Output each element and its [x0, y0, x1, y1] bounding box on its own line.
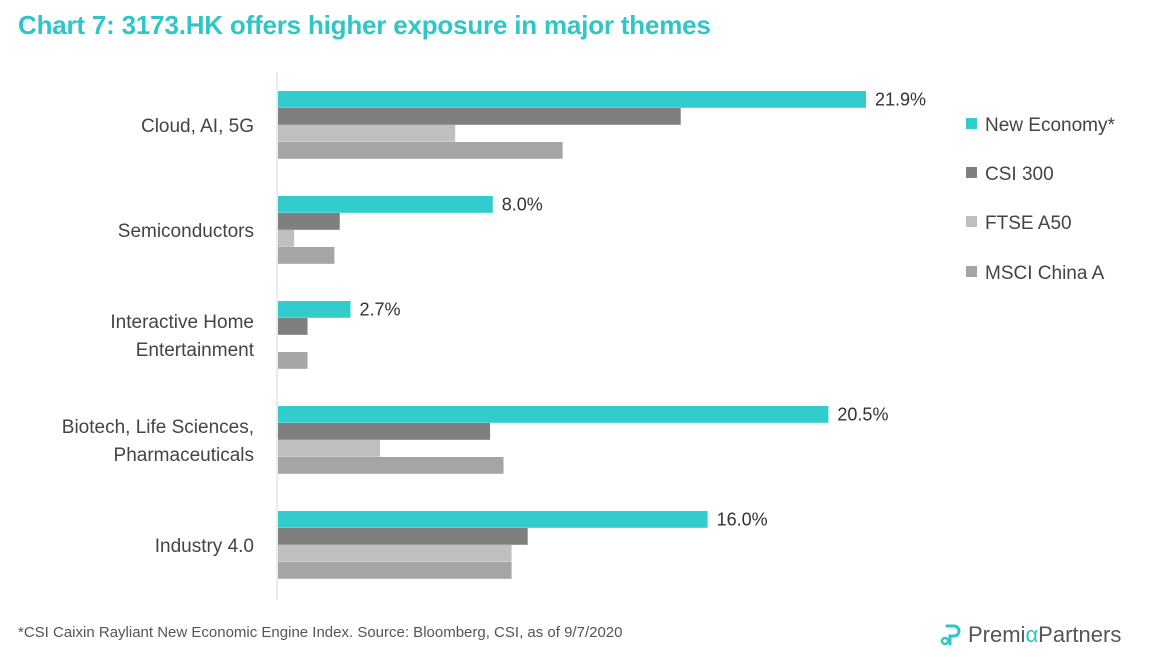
- footnote: *CSI Caixin Rayliant New Economic Engine…: [18, 624, 623, 641]
- bar-3-4: [278, 440, 381, 457]
- chart-title: Chart 7: 3173.HK offers higher exposure …: [18, 10, 711, 40]
- category-label-4-line-1: Biotech, Life Sciences,: [62, 417, 254, 438]
- bar-4-1: [278, 142, 563, 159]
- brand-name-part2: Partners: [1038, 622, 1122, 647]
- legend-label-4: MSCI China A: [985, 263, 1105, 284]
- brand-name-alpha: α: [1025, 622, 1039, 647]
- category-label-3-line-1: Interactive Home: [110, 312, 254, 333]
- legend-swatch-3: [966, 216, 977, 227]
- bar-1-4: [278, 406, 829, 423]
- value-label-4: 20.5%: [837, 405, 888, 425]
- bar-4-4: [278, 457, 504, 474]
- category-label-1-line-1: Cloud, AI, 5G: [141, 116, 254, 137]
- value-labels: 21.9% 8.0% 2.7% 20.5% 16.0%: [359, 90, 926, 530]
- value-label-5: 16.0%: [717, 510, 768, 530]
- bar-3-5: [278, 545, 512, 562]
- legend-swatch-1: [966, 118, 977, 129]
- legend-swatch-2: [966, 167, 977, 178]
- brand-name-part1: Premi: [968, 622, 1026, 647]
- bar-2-1: [278, 108, 681, 125]
- bar-1-1: [278, 91, 866, 108]
- category-label-2-line-1: Semiconductors: [118, 221, 254, 242]
- bar-1-2: [278, 196, 493, 213]
- legend-label-3: FTSE A50: [985, 213, 1072, 234]
- bar-1-5: [278, 511, 708, 528]
- legend-label-2: CSI 300: [985, 164, 1054, 185]
- bar-2-3: [278, 318, 308, 335]
- category-label-4-line-2: Pharmaceuticals: [114, 445, 254, 466]
- value-label-3: 2.7%: [359, 300, 400, 320]
- value-label-2: 8.0%: [502, 195, 543, 215]
- category-label-3-line-2: Entertainment: [136, 340, 255, 361]
- legend-swatch-4: [966, 266, 977, 277]
- bar-4-2: [278, 247, 335, 264]
- bars-group: [278, 91, 866, 579]
- brand-logo: Premi α Partners: [938, 622, 1121, 648]
- bar-1-3: [278, 301, 351, 318]
- premia-logo-icon: [940, 624, 961, 646]
- bar-4-5: [278, 562, 512, 579]
- bar-2-5: [278, 528, 528, 545]
- bar-2-4: [278, 423, 491, 440]
- category-labels: Cloud, AI, 5G Semiconductors Interactive H…: [62, 116, 255, 557]
- bar-4-3: [278, 352, 308, 369]
- value-label-1: 21.9%: [875, 90, 926, 110]
- category-label-5-line-1: Industry 4.0: [155, 536, 254, 557]
- bar-3-2: [278, 230, 295, 247]
- legend-label-1: New Economy*: [985, 115, 1115, 136]
- legend: New Economy* CSI 300 FTSE A50 MSCI China A: [966, 115, 1115, 284]
- bar-3-1: [278, 125, 456, 142]
- bar-2-2: [278, 213, 340, 230]
